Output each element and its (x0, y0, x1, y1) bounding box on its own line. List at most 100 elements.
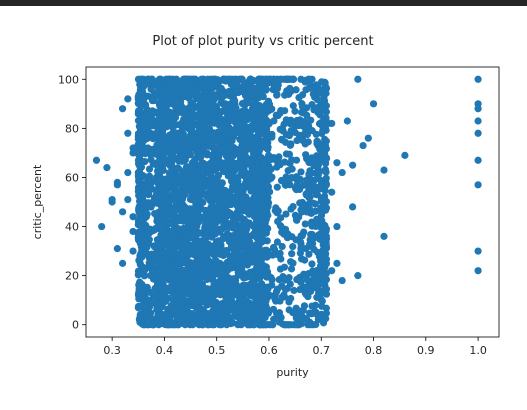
scatter-point (175, 121, 184, 129)
scatter-point (187, 75, 195, 83)
scatter-point (211, 178, 219, 186)
scatter-point (236, 154, 245, 162)
scatter-point (182, 211, 190, 219)
scatter-point (208, 321, 217, 329)
scatter-point (219, 190, 227, 199)
scatter-point (188, 290, 196, 299)
scatter-point (151, 224, 159, 233)
scatter-point (238, 295, 246, 303)
scatter-point (248, 164, 256, 172)
scatter-point (292, 314, 300, 322)
scatter-point (309, 90, 317, 98)
scatter-point (255, 81, 263, 90)
scatter-point (129, 227, 137, 236)
scatter-point (211, 283, 219, 292)
scatter-point (199, 239, 207, 247)
scatter-point (474, 117, 482, 125)
scatter-point (159, 248, 168, 256)
scatter-point (113, 181, 121, 189)
scatter-point (302, 315, 310, 323)
top-bar (0, 0, 527, 6)
scatter-point (203, 275, 211, 284)
scatter-point (145, 296, 154, 304)
scatter-point (241, 248, 249, 256)
scatter-point (220, 215, 228, 223)
scatter-point (328, 267, 336, 275)
scatter-point (298, 208, 306, 216)
scatter-point (276, 249, 284, 257)
scatter-point (188, 273, 196, 281)
scatter-point (134, 291, 143, 299)
scatter-point (295, 131, 303, 139)
scatter-point (296, 199, 304, 207)
scatter-point (474, 247, 482, 255)
scatter-point (314, 138, 322, 146)
scatter-point (193, 304, 201, 313)
scatter-point (208, 233, 216, 241)
y-tick-label: 80 (65, 122, 79, 135)
scatter-point (170, 321, 178, 329)
scatter-point (297, 75, 305, 83)
scatter-point (255, 257, 263, 265)
scatter-point (195, 275, 203, 284)
scatter-point (149, 160, 157, 168)
scatter-point (273, 209, 281, 217)
scatter-point (220, 164, 228, 172)
scatter-point (313, 311, 321, 319)
scatter-point (322, 116, 330, 124)
scatter-point (303, 176, 311, 184)
scatter-point (230, 163, 238, 171)
scatter-point (172, 75, 180, 83)
scatter-point (287, 321, 295, 329)
scatter-point (147, 150, 155, 159)
scatter-point (312, 130, 320, 138)
scatter-point (140, 204, 149, 212)
scatter-point (210, 81, 218, 89)
scatter-point (256, 153, 264, 161)
scatter-point (225, 232, 233, 240)
scatter-point (214, 171, 223, 180)
scatter-point (286, 159, 294, 168)
scatter-point (176, 89, 184, 97)
scatter-point (134, 156, 143, 164)
scatter-point (253, 240, 262, 248)
chart-title: Plot of plot purity vs critic percent (152, 34, 373, 49)
scatter-point (172, 105, 180, 113)
scatter-point (92, 156, 101, 164)
scatter-point (241, 221, 249, 229)
scatter-point (182, 285, 190, 293)
y-axis-ticks: 0 20 40 60 80 100 (58, 73, 86, 332)
scatter-point (264, 143, 272, 151)
scatter-point (98, 222, 106, 231)
scatter-point (263, 199, 271, 208)
scatter-point (202, 161, 211, 169)
scatter-point (206, 130, 215, 138)
scatter-point (139, 300, 148, 308)
x-tick-label: 0.3 (103, 344, 121, 357)
scatter-point (289, 102, 297, 110)
scatter-point (220, 272, 228, 280)
scatter-point (181, 203, 189, 211)
scatter-point (265, 188, 274, 196)
scatter-point (179, 150, 187, 158)
scatter-point (148, 107, 157, 115)
scatter-point (359, 141, 367, 150)
scatter-point (151, 210, 159, 218)
scatter-point (316, 235, 324, 243)
scatter-point (318, 217, 326, 225)
scatter-point (322, 290, 331, 298)
scatter-point (364, 134, 372, 142)
scatter-point (333, 159, 341, 167)
scatter-point (103, 164, 111, 172)
scatter-point (231, 309, 239, 317)
scatter-point (290, 286, 298, 295)
scatter-point (280, 321, 288, 329)
scatter-point (229, 133, 238, 141)
scatter-point (253, 100, 261, 109)
scatter-point (286, 141, 294, 149)
scatter-point (160, 241, 168, 249)
scatter-point (354, 75, 362, 83)
scatter-point (253, 208, 261, 216)
scatter-point (321, 106, 329, 114)
scatter-point (239, 284, 248, 292)
